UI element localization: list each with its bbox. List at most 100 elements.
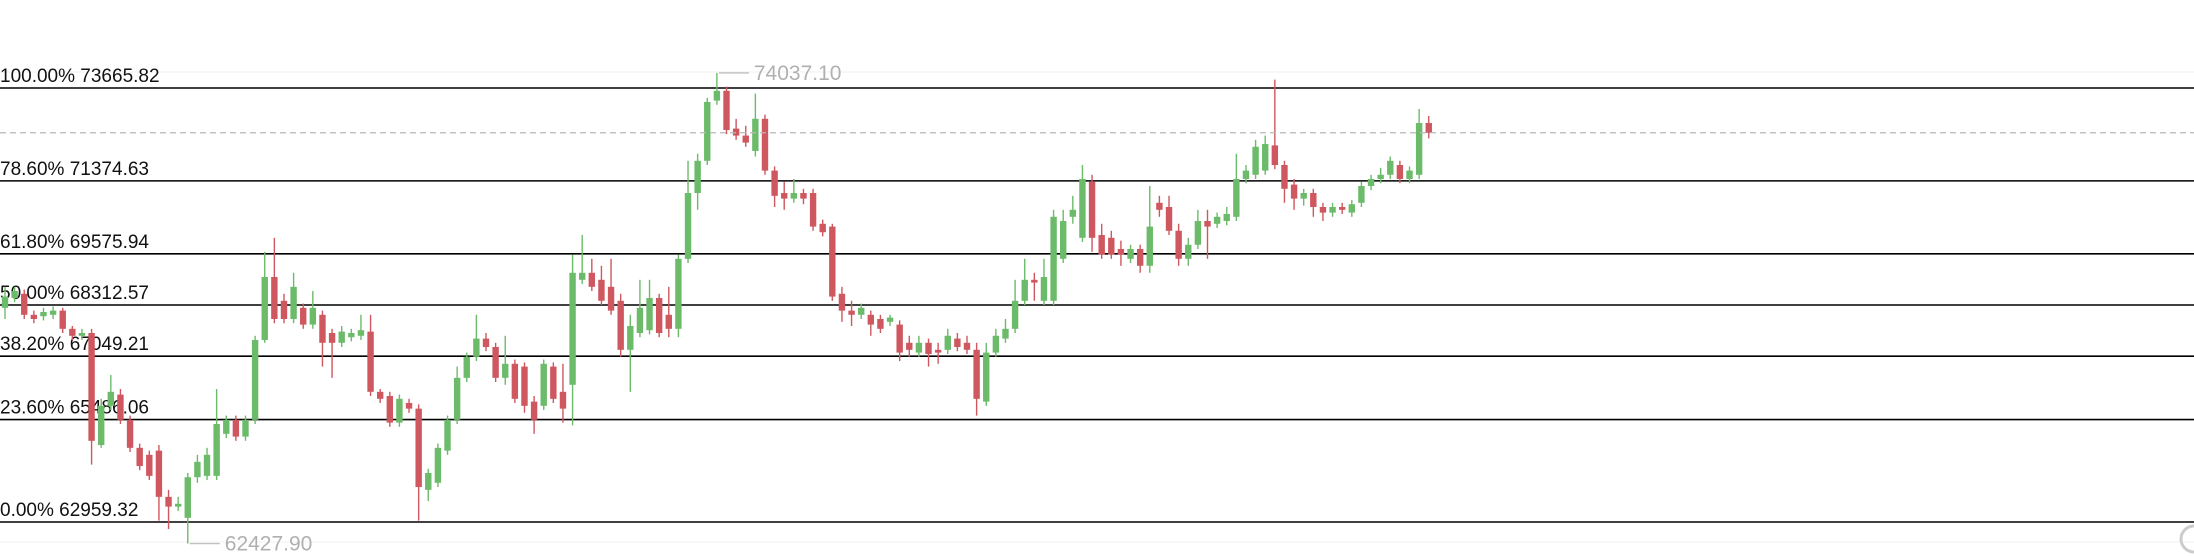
candle-body <box>1040 277 1048 301</box>
candle-body <box>444 419 451 451</box>
candle-body <box>271 277 278 320</box>
candle-body <box>732 128 740 136</box>
candle-body <box>328 332 336 343</box>
candle-body <box>146 454 153 476</box>
candle-body <box>800 193 807 199</box>
candle-body <box>1338 207 1346 210</box>
candle-body <box>348 332 355 338</box>
candle-body <box>78 332 86 336</box>
candle-body <box>107 391 115 406</box>
candle-body <box>1271 145 1279 166</box>
candle-body <box>1213 216 1221 224</box>
candle-body <box>165 496 172 507</box>
candle-body <box>126 419 134 448</box>
candle-body <box>396 398 403 423</box>
candle-body <box>453 377 461 420</box>
candle-body <box>98 405 105 446</box>
candle-body <box>569 272 576 385</box>
fib-level-label: 50.00% 68312.57 <box>0 283 149 304</box>
candle-body <box>280 300 288 320</box>
candle-body <box>1069 209 1077 217</box>
candle-body <box>1233 178 1240 217</box>
candle-body <box>1329 207 1336 213</box>
candle-body <box>848 310 855 315</box>
candle-body <box>1021 279 1028 301</box>
candle-body <box>829 226 836 297</box>
candle-body <box>1011 300 1019 329</box>
candle-body <box>1300 193 1307 199</box>
candle-body <box>896 324 903 353</box>
candle-body <box>492 347 499 378</box>
candle-body <box>973 349 980 399</box>
fib-percent: 78.60% <box>0 159 65 180</box>
high-marker-label: 74037.10 <box>754 62 842 85</box>
fib-level-label: 61.80% 69575.94 <box>0 232 149 253</box>
candle-body <box>704 101 711 161</box>
candle-body <box>309 307 317 325</box>
candle-body <box>203 454 211 476</box>
candle-body <box>1088 181 1096 238</box>
fib-percent: 61.80% <box>0 232 65 253</box>
candle-body <box>290 286 297 320</box>
candle-body <box>1204 220 1211 227</box>
candle-body <box>877 319 884 329</box>
candle-body <box>954 338 961 348</box>
candle-body <box>1348 204 1355 213</box>
edge-handle <box>2179 524 2194 554</box>
candle-body <box>521 366 528 406</box>
candle-body <box>1108 237 1115 255</box>
candle-body <box>30 314 38 320</box>
fib-percent: 50.00% <box>0 283 65 304</box>
candle-body <box>588 272 596 287</box>
candle-body <box>1358 186 1365 203</box>
candle-body <box>386 396 393 423</box>
fib-level-label: 23.60% 65486.06 <box>0 398 149 419</box>
candle-body <box>934 349 942 353</box>
candle-body <box>1060 220 1067 259</box>
candle-body <box>174 503 182 507</box>
candle-body <box>771 170 778 196</box>
candle-body <box>550 366 557 399</box>
candle-body <box>319 314 326 343</box>
candle-body <box>251 340 259 420</box>
candle-body <box>1156 202 1163 210</box>
candle-body <box>906 342 913 350</box>
candle-body <box>1252 146 1259 175</box>
candle-body <box>579 272 586 280</box>
candle-body <box>761 118 769 171</box>
candle-body <box>59 310 66 329</box>
candle-body <box>723 90 730 130</box>
candle-body <box>502 363 509 378</box>
candle-body <box>963 342 971 350</box>
candle-body <box>223 419 230 434</box>
candle-body <box>857 307 865 315</box>
candle-body <box>194 461 201 478</box>
fib-percent: 100.00% <box>0 66 75 87</box>
candle-body <box>781 193 788 199</box>
fib-percent: 0.00% <box>0 500 54 521</box>
fib-price: 62959.32 <box>59 500 138 521</box>
candle-body <box>511 363 519 399</box>
candle-body <box>300 307 307 325</box>
candle-body <box>425 473 432 490</box>
candle-body <box>559 391 567 409</box>
candle-body <box>1117 249 1125 255</box>
candle-body <box>1127 249 1134 259</box>
fib-price: 73665.82 <box>80 66 159 87</box>
candle-body <box>1377 174 1384 179</box>
candle-body <box>752 118 759 151</box>
candle-body <box>1367 178 1375 187</box>
candle-body <box>338 331 345 343</box>
candle-body <box>886 317 894 322</box>
candle-body <box>665 314 672 329</box>
candle-body <box>867 314 874 325</box>
candle-body <box>1098 235 1105 255</box>
candle-body <box>684 193 692 259</box>
candle-body <box>117 394 124 420</box>
candle-body <box>405 402 413 409</box>
candle-body <box>1262 144 1269 171</box>
candle-body <box>232 419 240 437</box>
candle-body <box>675 258 682 329</box>
candle-body <box>261 277 268 341</box>
low-marker-label: 62427.90 <box>225 533 313 556</box>
